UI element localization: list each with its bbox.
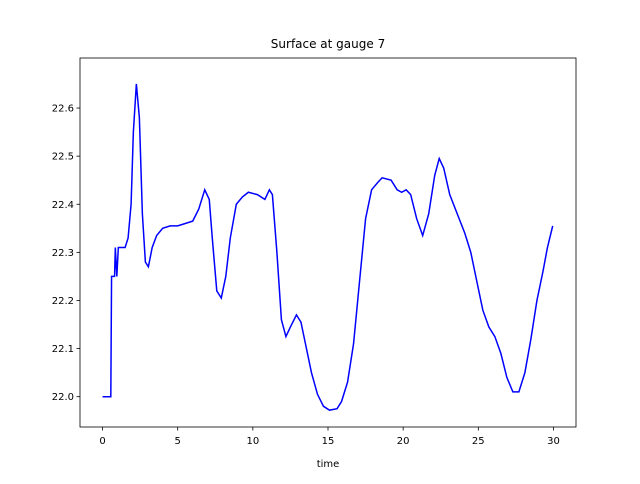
y-tick-label: 22.1 [52, 344, 74, 355]
y-tick-label: 22.0 [52, 392, 74, 403]
y-tick-label: 22.2 [52, 296, 74, 307]
y-tick-label: 22.4 [52, 200, 74, 211]
x-tick-label: 25 [472, 436, 485, 447]
x-tick-label: 15 [322, 436, 335, 447]
y-tick-label: 22.3 [52, 248, 74, 259]
x-tick-label: 20 [397, 436, 410, 447]
y-tick-label: 22.6 [52, 104, 74, 115]
x-tick-label: 30 [547, 436, 560, 447]
data-line [102, 83, 554, 411]
x-tick-label: 0 [99, 436, 105, 447]
x-axis-label: time [317, 459, 340, 470]
y-tick-label: 22.5 [52, 152, 74, 163]
chart-title: Surface at gauge 7 [271, 37, 385, 51]
plot-frame [79, 57, 577, 428]
x-tick-label: 10 [246, 436, 259, 447]
x-tick-label: 5 [175, 436, 181, 447]
